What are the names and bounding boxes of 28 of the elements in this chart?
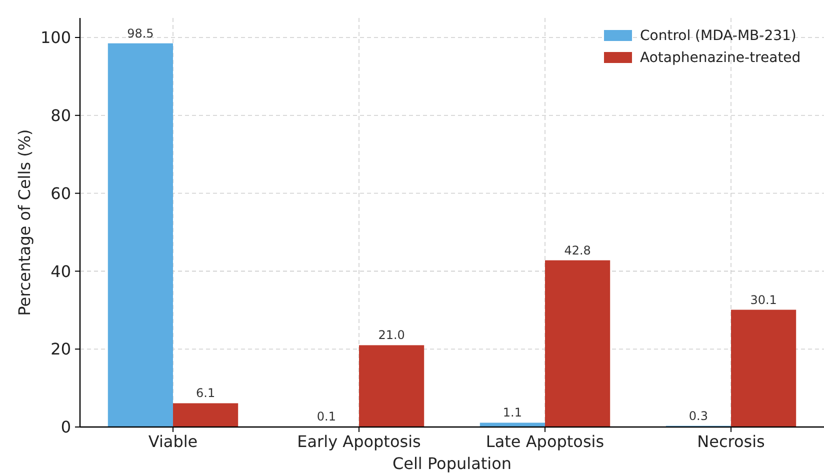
data-label: 42.8 — [564, 243, 591, 258]
data-label: 6.1 — [196, 386, 216, 400]
data-label: 21.0 — [378, 328, 405, 342]
x-tick-label: Viable — [148, 432, 198, 451]
data-label: 0.1 — [316, 410, 336, 424]
y-tick-label: 100 — [40, 28, 71, 48]
bar — [480, 422, 545, 427]
y-tick-label: 60 — [50, 184, 71, 203]
data-label: 0.3 — [688, 408, 708, 423]
x-tick-label: Late Apoptosis — [486, 432, 604, 451]
bar — [731, 310, 796, 427]
x-axis-title: Cell Population — [392, 454, 512, 473]
bar — [108, 43, 173, 427]
data-label: 98.5 — [127, 26, 154, 40]
x-tick-label: Early Apoptosis — [297, 432, 421, 451]
x-tick-label: Necrosis — [697, 432, 765, 451]
data-label: 1.1 — [502, 406, 522, 420]
y-axis-title: Percentage of Cells (%) — [15, 129, 34, 316]
y-tick-label: 20 — [50, 340, 71, 359]
legend-label: Control (MDA-MB-231) — [640, 28, 796, 44]
y-tick-label: 0 — [60, 418, 71, 437]
bar — [173, 403, 238, 427]
bar — [545, 260, 610, 427]
bar — [359, 345, 424, 427]
legend-label: Aotaphenazine-treated — [640, 50, 801, 66]
y-tick-label: 40 — [50, 262, 71, 281]
data-label: 30.1 — [750, 292, 777, 307]
y-tick-label: 80 — [50, 106, 71, 125]
